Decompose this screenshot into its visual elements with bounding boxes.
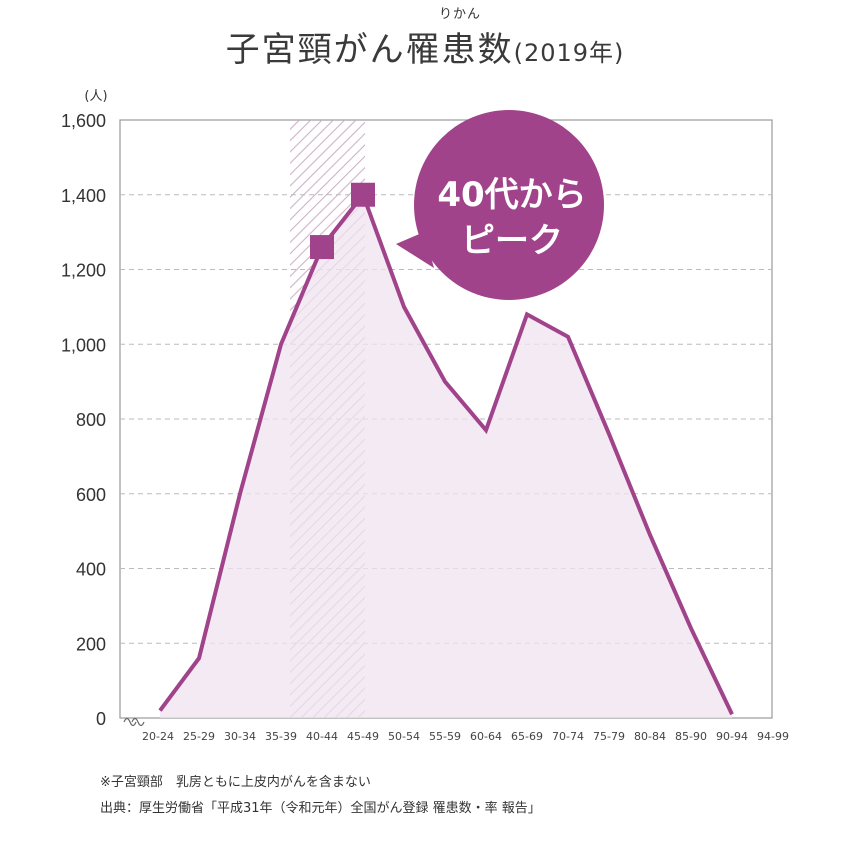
x-tick-label: 90-94 bbox=[716, 730, 748, 743]
x-tick-label: 75-79 bbox=[593, 730, 625, 743]
x-tick-label: 20-24 bbox=[142, 730, 174, 743]
footnotes: ※子宮頸部 乳房ともに上皮内がんを含まない 出典：厚生労働省「平成31年（令和元… bbox=[100, 770, 541, 822]
callout-line-2: ピーク bbox=[461, 221, 563, 261]
x-tick-label: 55-59 bbox=[429, 730, 461, 743]
x-tick-label: 50-54 bbox=[388, 730, 420, 743]
callout-pointer bbox=[396, 232, 434, 268]
chart-title-main: 子宮頸がん罹患数 bbox=[225, 30, 514, 70]
x-tick-label: 40-44 bbox=[306, 730, 338, 743]
footnote-exclusion: ※子宮頸部 乳房ともに上皮内がんを含まない bbox=[100, 775, 371, 790]
y-tick-label: 600 bbox=[76, 485, 106, 505]
peak-marker bbox=[351, 182, 375, 207]
x-tick-label: 45-49 bbox=[347, 730, 379, 743]
x-tick-label: 25-29 bbox=[183, 730, 215, 743]
x-tick-label: 30-34 bbox=[224, 730, 256, 743]
y-tick-label: 400 bbox=[76, 560, 106, 580]
y-tick-label: 1,000 bbox=[61, 335, 106, 355]
callout-line-1: 40代から bbox=[437, 175, 586, 215]
x-tick-label: 80-84 bbox=[634, 730, 666, 743]
footnote-source: 出典：厚生労働省「平成31年（令和元年）全国がん登録 罹患数・率 報告」 bbox=[100, 801, 541, 816]
y-tick-label: 800 bbox=[76, 410, 106, 430]
x-tick-label: 35-39 bbox=[265, 730, 297, 743]
chart-title-year: (2019年) bbox=[513, 39, 625, 67]
peak-marker bbox=[310, 235, 334, 260]
x-tick-label: 60-64 bbox=[470, 730, 502, 743]
y-tick-label: 200 bbox=[76, 634, 106, 654]
y-tick-label: 1,600 bbox=[61, 111, 106, 131]
chart-title: 子宮頸がん罹患数(2019年) bbox=[0, 22, 850, 71]
y-tick-label: 1,200 bbox=[61, 261, 106, 281]
title-ruby: りかん bbox=[438, 7, 481, 22]
y-unit-label: (人) bbox=[84, 89, 107, 104]
x-tick-label: 70-74 bbox=[552, 730, 584, 743]
x-tick-label: 65-69 bbox=[511, 730, 543, 743]
incidence-area bbox=[160, 194, 732, 718]
x-tick-label: 85-90 bbox=[675, 730, 707, 743]
incidence-line bbox=[158, 190, 734, 716]
y-tick-label: 0 bbox=[96, 709, 106, 729]
y-tick-label: 1,400 bbox=[61, 186, 106, 206]
axis-break-mark bbox=[123, 717, 145, 727]
callout-bubble bbox=[414, 110, 604, 300]
x-tick-label: 94-99 bbox=[757, 730, 789, 743]
